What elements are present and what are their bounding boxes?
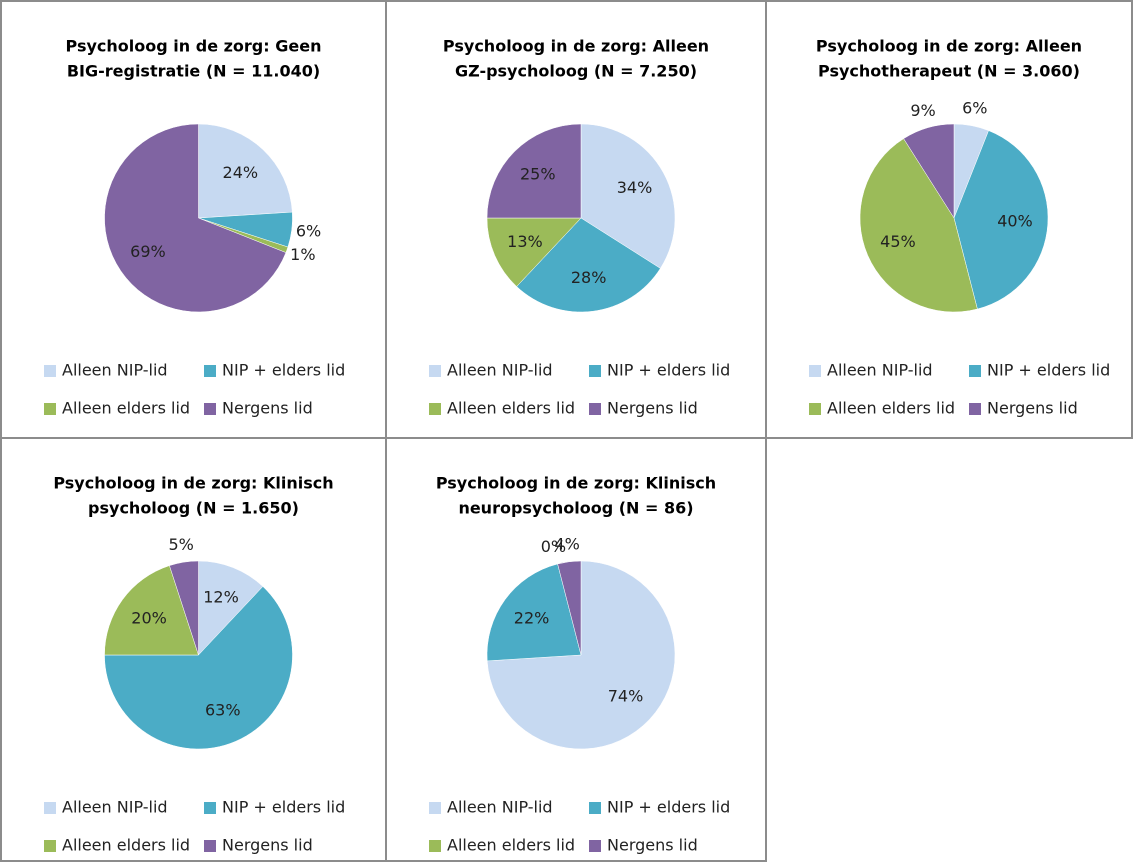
legend-label: Alleen NIP-lid bbox=[827, 361, 933, 380]
legend-swatch bbox=[589, 365, 601, 377]
data-label: 24% bbox=[223, 163, 259, 182]
chart-panel: Psycholoog in de zorg: Geen BIG-registrat… bbox=[0, 0, 387, 439]
data-label: 12% bbox=[203, 588, 239, 607]
pie-slice bbox=[486, 123, 582, 219]
legend-swatch bbox=[429, 365, 441, 377]
chart-title: neuropsycholoog (N = 86) bbox=[458, 499, 693, 518]
legend-label: NIP + elders lid bbox=[607, 798, 730, 817]
data-label: 4% bbox=[554, 534, 579, 553]
pie-slice bbox=[953, 130, 1049, 310]
legend-swatch bbox=[809, 403, 821, 415]
legend-label: Alleen elders lid bbox=[447, 836, 575, 855]
legend-label: NIP + elders lid bbox=[607, 361, 730, 380]
chart: Psycholoog in de zorg: Klinisch psycholoo… bbox=[44, 474, 345, 855]
legend-label: Alleen elders lid bbox=[62, 836, 190, 855]
pie-slice bbox=[104, 586, 293, 750]
pie-slice bbox=[198, 123, 293, 219]
data-label: 25% bbox=[520, 164, 556, 183]
legend-label: Alleen NIP-lid bbox=[447, 361, 553, 380]
data-label: 20% bbox=[131, 609, 167, 628]
pie-slice bbox=[169, 560, 199, 656]
legend-swatch bbox=[589, 840, 601, 852]
data-label: 22% bbox=[514, 609, 550, 628]
legend-swatch bbox=[204, 365, 216, 377]
legend-swatch bbox=[969, 365, 981, 377]
legend-label: Nergens lid bbox=[607, 399, 698, 418]
legend-swatch bbox=[44, 840, 56, 852]
data-label: 6% bbox=[962, 99, 987, 118]
data-label: 28% bbox=[571, 268, 607, 287]
chart-title: Psycholoog in de zorg: Klinisch bbox=[436, 474, 716, 493]
legend-label: Alleen NIP-lid bbox=[62, 361, 168, 380]
data-label: 34% bbox=[617, 178, 653, 197]
chart-panel: Psycholoog in de zorg: Alleen Psychothera… bbox=[765, 0, 1133, 439]
chart-title: GZ-psycholoog (N = 7.250) bbox=[455, 62, 697, 81]
legend-label: Alleen elders lid bbox=[447, 399, 575, 418]
chart: Psycholoog in de zorg: Alleen GZ-psycholo… bbox=[429, 37, 730, 418]
legend-swatch bbox=[969, 403, 981, 415]
legend-swatch bbox=[429, 802, 441, 814]
legend-swatch bbox=[44, 365, 56, 377]
chart-panel: Psycholoog in de zorg: Klinisch psycholoo… bbox=[0, 437, 387, 862]
chart-title: psycholoog (N = 1.650) bbox=[88, 499, 299, 518]
chart-title: Psycholoog in de zorg: Alleen bbox=[816, 37, 1082, 56]
legend-label: NIP + elders lid bbox=[222, 798, 345, 817]
legend-swatch bbox=[44, 403, 56, 415]
pie-slice bbox=[198, 560, 264, 656]
data-label: 74% bbox=[608, 686, 644, 705]
legend-label: Alleen elders lid bbox=[62, 399, 190, 418]
legend-label: NIP + elders lid bbox=[222, 361, 345, 380]
pie-slice bbox=[580, 123, 676, 269]
chart-panel: Psycholoog in de zorg: Klinisch neuropsyc… bbox=[385, 437, 767, 862]
pie-slice bbox=[486, 563, 582, 662]
pie-slice bbox=[557, 560, 582, 656]
pie-slice bbox=[903, 123, 955, 219]
chart: Psycholoog in de zorg: Geen BIG-registrat… bbox=[44, 37, 345, 418]
chart-title: Psycholoog in de zorg: Geen bbox=[66, 37, 322, 56]
legend-label: Nergens lid bbox=[987, 399, 1078, 418]
legend-label: Alleen NIP-lid bbox=[62, 798, 168, 817]
pie-slice bbox=[104, 565, 199, 656]
legend-swatch bbox=[44, 802, 56, 814]
data-label: 45% bbox=[880, 232, 916, 251]
chart-title: Psycholoog in de zorg: Alleen bbox=[443, 37, 709, 56]
pie-slice bbox=[859, 138, 978, 313]
data-label: 63% bbox=[205, 701, 241, 720]
chart-panel: Psycholoog in de zorg: Alleen GZ-psycholo… bbox=[385, 0, 767, 439]
data-label: 69% bbox=[130, 242, 166, 261]
legend-label: Nergens lid bbox=[607, 836, 698, 855]
legend-label: Alleen elders lid bbox=[827, 399, 955, 418]
data-label: 6% bbox=[296, 221, 321, 240]
legend-label: Alleen NIP-lid bbox=[447, 798, 553, 817]
legend-label: Nergens lid bbox=[222, 836, 313, 855]
data-label: 0% bbox=[541, 537, 566, 556]
chart-title: Psychotherapeut (N = 3.060) bbox=[818, 62, 1080, 81]
pie-slice bbox=[516, 217, 661, 313]
pie-slice bbox=[486, 217, 582, 287]
chart: Psycholoog in de zorg: Klinisch neuropsyc… bbox=[429, 474, 730, 855]
pie-slice bbox=[104, 123, 287, 313]
legend-swatch bbox=[204, 840, 216, 852]
data-label: 5% bbox=[168, 535, 193, 554]
legend-swatch bbox=[589, 802, 601, 814]
data-label: 40% bbox=[997, 211, 1033, 230]
chart-title: BIG-registratie (N = 11.040) bbox=[67, 62, 320, 81]
legend-swatch bbox=[204, 403, 216, 415]
legend-swatch bbox=[589, 403, 601, 415]
legend-label: Nergens lid bbox=[222, 399, 313, 418]
legend-swatch bbox=[204, 802, 216, 814]
chart-title: Psycholoog in de zorg: Klinisch bbox=[53, 474, 333, 493]
legend-swatch bbox=[809, 365, 821, 377]
legend-label: NIP + elders lid bbox=[987, 361, 1110, 380]
data-label: 9% bbox=[910, 101, 935, 120]
chart: Psycholoog in de zorg: Alleen Psychothera… bbox=[809, 37, 1110, 418]
legend-swatch bbox=[429, 840, 441, 852]
legend-swatch bbox=[429, 403, 441, 415]
data-label: 1% bbox=[290, 245, 315, 264]
data-label: 13% bbox=[507, 232, 543, 251]
